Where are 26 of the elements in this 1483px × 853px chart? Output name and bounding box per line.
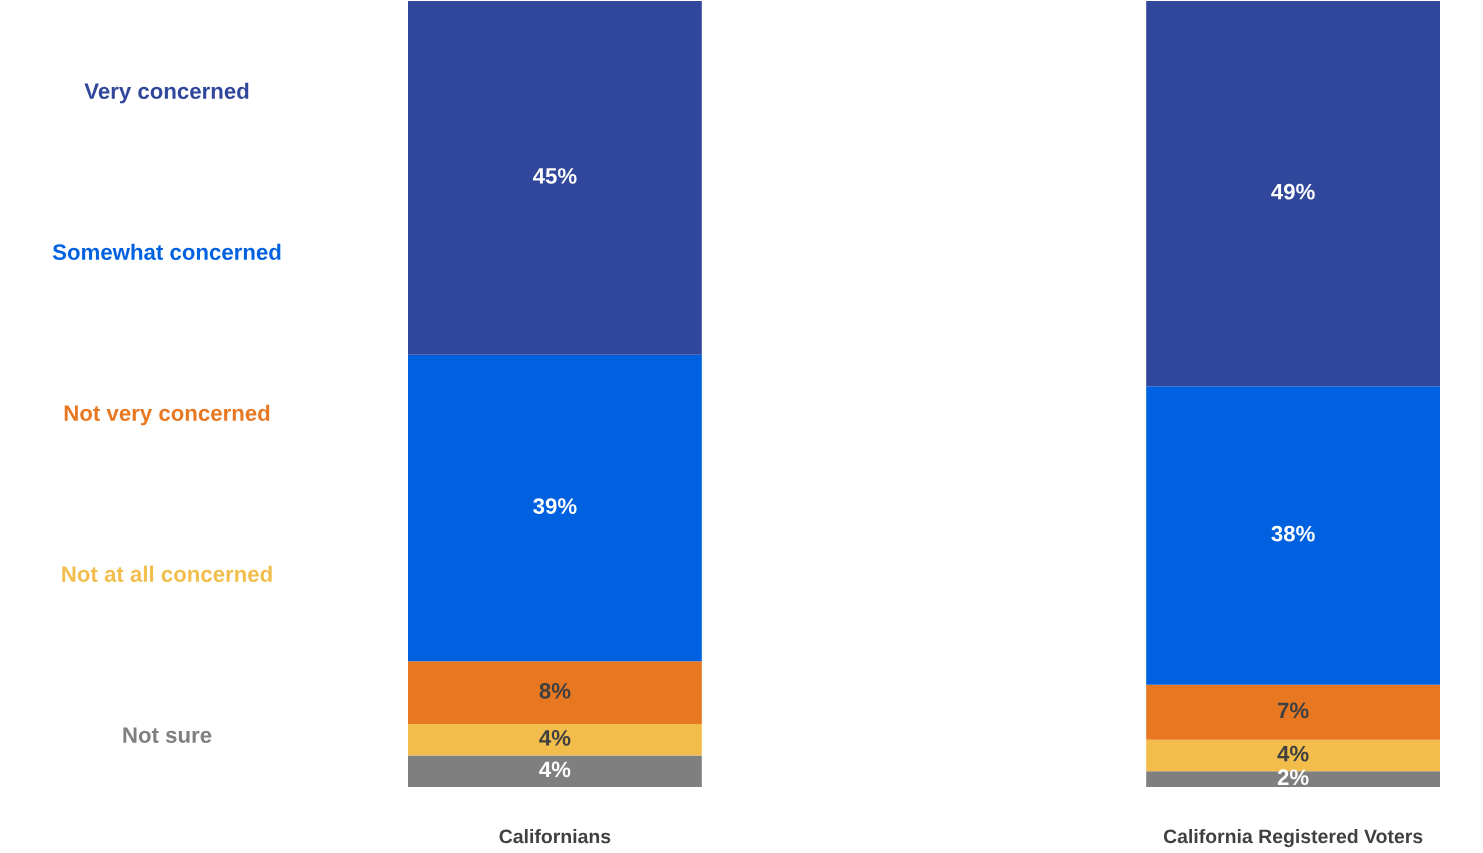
data-label: 49% bbox=[1271, 183, 1315, 200]
data-label: 45% bbox=[533, 168, 577, 184]
bar bbox=[1146, 386, 1440, 685]
data-label: 4% bbox=[1277, 745, 1309, 762]
data-label: 39% bbox=[533, 498, 577, 514]
text: Somewhat concerned bbox=[52, 243, 281, 260]
text: Not at all concerned bbox=[62, 565, 272, 582]
bar bbox=[1146, 771, 1440, 787]
bar bbox=[1146, 684, 1440, 740]
text: Very concerned bbox=[84, 82, 249, 104]
bar bbox=[1146, 1, 1440, 387]
data-label: 8% bbox=[539, 682, 571, 699]
bar bbox=[408, 661, 702, 725]
text: Not sure bbox=[123, 727, 212, 743]
data-label: 2% bbox=[1277, 769, 1309, 786]
bar bbox=[408, 1, 702, 355]
bar bbox=[408, 724, 702, 756]
x-tick-label: California Registered Voters bbox=[1163, 828, 1423, 848]
data-label: 38% bbox=[1271, 525, 1315, 542]
data-label: 7% bbox=[1277, 702, 1309, 719]
data-label: 4% bbox=[539, 761, 571, 778]
data-label: 4% bbox=[539, 730, 571, 746]
bar bbox=[408, 755, 702, 787]
bar bbox=[408, 354, 702, 662]
text: Not very concerned bbox=[64, 404, 270, 426]
x-tick-label: Californians bbox=[499, 829, 611, 844]
